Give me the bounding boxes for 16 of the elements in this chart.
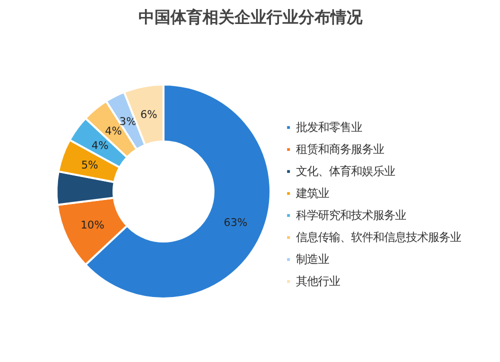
legend-label: 建筑业 xyxy=(296,185,329,201)
legend-label: 信息传输、软件和信息技术服务业 xyxy=(296,229,461,245)
data-label: 4% xyxy=(92,138,108,152)
legend-label: 租赁和商务服务业 xyxy=(296,141,384,157)
chart-title: 中国体育相关企业行业分布情况 xyxy=(138,8,364,26)
legend-label: 其他行业 xyxy=(296,273,340,289)
legend-label: 文化、体育和娱乐业 xyxy=(296,163,395,179)
data-label: 6% xyxy=(140,108,158,121)
legend-label: 科学研究和技术服务业 xyxy=(296,207,406,223)
data-label: 3% xyxy=(119,115,136,128)
legend-label: 制造业 xyxy=(296,251,329,267)
data-label: 10% xyxy=(80,218,104,232)
data-label: 4% xyxy=(105,124,122,138)
legend-label: 批发和零售业 xyxy=(296,119,362,135)
data-label: 63% xyxy=(224,216,248,230)
data-label: 5% xyxy=(81,158,98,172)
